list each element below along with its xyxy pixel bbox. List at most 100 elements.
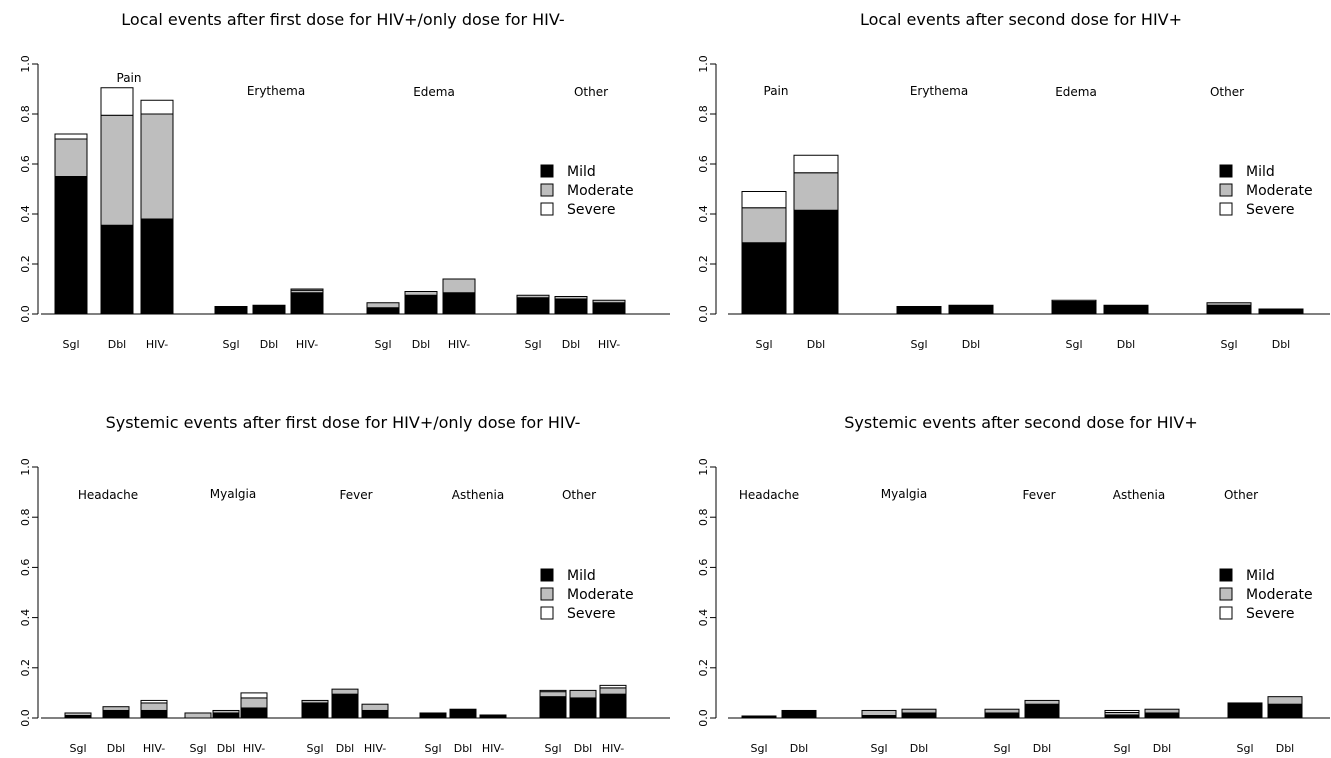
x-tick-label: HIV- <box>482 742 504 755</box>
legend-swatch <box>540 568 554 582</box>
x-tick-label: Dbl <box>910 742 929 755</box>
y-tick-label: 0.4 <box>19 205 32 223</box>
bar-segment-moderate <box>184 712 212 719</box>
group-label: Fever <box>1022 488 1055 502</box>
bar-segment-severe <box>54 133 88 140</box>
x-tick-label: Sgl <box>544 742 561 755</box>
y-tick-label: 0.0 <box>697 709 710 727</box>
bar-segment-moderate <box>301 699 329 704</box>
x-tick-label: Dbl <box>1272 338 1291 351</box>
bar-segment-severe <box>793 154 839 174</box>
legend-label: Severe <box>567 202 615 218</box>
group-label: Edema <box>413 85 455 99</box>
x-tick-label: Dbl <box>217 742 236 755</box>
bar-segment-mild <box>140 709 168 719</box>
y-tick-label: 0.2 <box>19 659 32 677</box>
chart-panel-4: Systemic events after second dose for HI… <box>697 413 1330 755</box>
x-tick-label: Dbl <box>962 338 981 351</box>
bar-segment-moderate <box>741 207 787 244</box>
bar-segment-mild <box>366 307 400 315</box>
x-tick-label: Dbl <box>107 742 126 755</box>
legend-label: Severe <box>567 606 615 622</box>
bar-segment-moderate <box>554 296 588 300</box>
bar-segment-mild <box>301 702 329 719</box>
chart-panel-3: Systemic events after first dose for HIV… <box>19 413 670 755</box>
x-tick-label: Sgl <box>1113 742 1130 755</box>
bar-segment-severe <box>100 87 134 116</box>
legend-swatch <box>1219 606 1233 620</box>
bar-segment-moderate <box>599 687 627 695</box>
bar-segment-mild <box>1267 703 1303 719</box>
bar-segment-moderate <box>1024 699 1060 705</box>
bar-segment-mild <box>1206 304 1252 315</box>
legend-swatch <box>1219 164 1233 178</box>
x-tick-label: Sgl <box>1065 338 1082 351</box>
x-tick-label: Sgl <box>870 742 887 755</box>
bar-segment-moderate <box>516 294 550 299</box>
legend-swatch <box>540 587 554 601</box>
legend-label: Mild <box>1246 164 1275 180</box>
bar-segment-mild <box>741 242 787 315</box>
y-tick-label: 0.4 <box>697 205 710 223</box>
chart-title: Local events after second dose for HIV+ <box>860 10 1182 29</box>
bar-segment-mild <box>781 709 817 719</box>
legend-swatch <box>1219 568 1233 582</box>
y-tick-label: 0.2 <box>19 255 32 273</box>
y-tick-label: 0.0 <box>19 709 32 727</box>
x-tick-label: Sgl <box>306 742 323 755</box>
bar-segment-mild <box>1024 703 1060 719</box>
legend-swatch <box>1219 183 1233 197</box>
legend: Mild Moderate Severe <box>1219 164 1313 218</box>
bar-segment-mild <box>140 218 174 315</box>
bar-segment-mild <box>896 306 942 315</box>
bar-segment-mild <box>252 304 286 315</box>
x-tick-label: HIV- <box>602 742 624 755</box>
chart-title: Systemic events after first dose for HIV… <box>106 413 581 432</box>
y-tick-label: 0.8 <box>697 105 710 123</box>
chart-panel-2: Local events after second dose for HIV+ 0… <box>697 10 1330 351</box>
y-tick-label: 0.6 <box>19 155 32 173</box>
x-tick-label: HIV- <box>143 742 165 755</box>
y-tick-label: 0.8 <box>19 105 32 123</box>
bar-segment-moderate <box>140 113 174 220</box>
x-tick-label: Dbl <box>1153 742 1172 755</box>
legend-label: Moderate <box>567 183 634 199</box>
bar-segment-moderate <box>404 291 438 296</box>
bar-segment-mild <box>102 709 130 719</box>
bar-segment-mild <box>290 292 324 315</box>
bar-segment-severe <box>290 288 324 291</box>
chart-panel-1: Local events after first dose for HIV+/o… <box>19 10 670 351</box>
x-tick-label: HIV- <box>448 338 470 351</box>
legend-label: Moderate <box>1246 587 1313 603</box>
bar-segment-moderate <box>901 708 937 714</box>
bar-segment-moderate <box>793 172 839 211</box>
bar-segment-mild <box>516 297 550 315</box>
bar-segment-mild <box>361 709 389 719</box>
x-tick-label: Sgl <box>524 338 541 351</box>
bar-segment-moderate <box>442 278 476 294</box>
bar-segment-mild <box>442 292 476 315</box>
group-label: Pain <box>764 84 789 98</box>
legend-label: Moderate <box>1246 183 1313 199</box>
x-tick-label: Sgl <box>1220 338 1237 351</box>
group-label: Edema <box>1055 85 1097 99</box>
group-label: Pain <box>117 71 142 85</box>
bar-segment-moderate <box>539 691 567 698</box>
bar-segment-moderate <box>361 703 389 711</box>
y-tick-label: 0.6 <box>697 559 710 577</box>
x-tick-label: HIV- <box>296 338 318 351</box>
group-label: Asthenia <box>452 488 504 502</box>
bar-segment-mild <box>419 712 447 719</box>
x-tick-label: Dbl <box>574 742 593 755</box>
bar-segment-severe <box>599 684 627 689</box>
bar-segment-moderate <box>100 114 134 226</box>
x-tick-label: Dbl <box>454 742 473 755</box>
bar-segment-mild <box>331 693 359 719</box>
bar-segment-mild <box>948 304 994 315</box>
bar-segment-mild <box>100 224 134 315</box>
x-tick-label: Dbl <box>260 338 279 351</box>
x-tick-label: Sgl <box>189 742 206 755</box>
x-tick-label: Sgl <box>222 338 239 351</box>
bar-segment-moderate <box>240 697 268 709</box>
